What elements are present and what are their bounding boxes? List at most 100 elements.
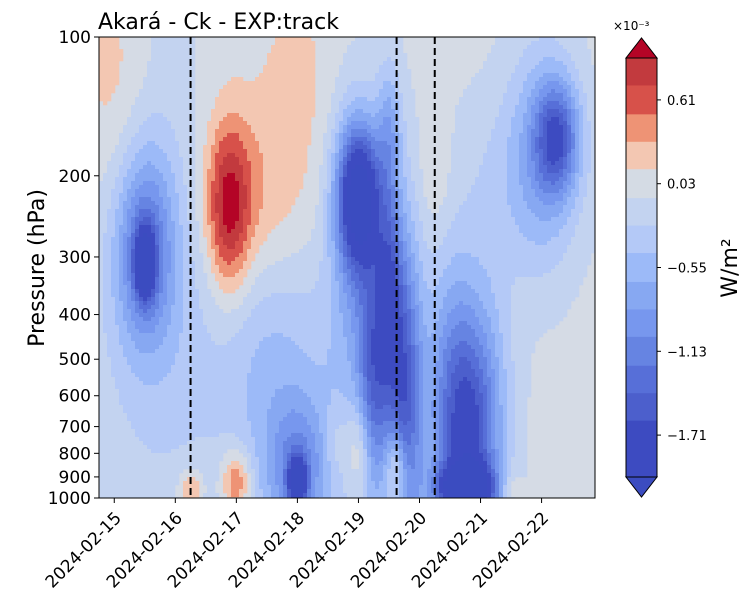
- contour-cell: [187, 225, 192, 230]
- contour-cell: [375, 209, 380, 214]
- contour-cell: [291, 49, 296, 54]
- contour-cell: [267, 185, 272, 190]
- contour-cell: [467, 213, 472, 218]
- contour-cell: [383, 117, 388, 122]
- contour-cell: [591, 129, 596, 134]
- contour-cell: [523, 221, 528, 226]
- contour-cell: [151, 101, 156, 106]
- contour-cell: [495, 161, 500, 166]
- contour-cell: [223, 213, 228, 218]
- contour-cell: [279, 37, 284, 42]
- contour-cell: [499, 125, 504, 130]
- contour-cell: [487, 77, 492, 82]
- contour-cell: [151, 129, 156, 134]
- contour-cell: [587, 137, 592, 142]
- contour-cell: [247, 133, 252, 138]
- contour-cell: [119, 145, 124, 150]
- contour-cell: [531, 125, 536, 130]
- contour-cell: [171, 133, 176, 138]
- contour-cell: [427, 209, 432, 214]
- contour-cell: [135, 133, 140, 138]
- contour-cell: [399, 41, 404, 46]
- contour-cell: [543, 225, 548, 230]
- contour-cell: [159, 105, 164, 110]
- contour-cell: [583, 93, 588, 98]
- contour-cell: [403, 57, 408, 62]
- contour-cell: [559, 185, 564, 190]
- contour-cell: [335, 109, 340, 114]
- contour-cell: [255, 101, 260, 106]
- contour-cell: [171, 121, 176, 126]
- contour-cell: [511, 165, 516, 170]
- contour-cell: [299, 41, 304, 46]
- contour-cell: [527, 121, 532, 126]
- contour-cell: [563, 169, 568, 174]
- contour-cell: [163, 77, 168, 82]
- contour-cell: [271, 101, 276, 106]
- contour-cell: [275, 81, 280, 86]
- contour-cell: [331, 101, 336, 106]
- contour-cell: [479, 81, 484, 86]
- contour-cell: [431, 237, 436, 242]
- contour-cell: [479, 233, 484, 238]
- contour-cell: [99, 53, 104, 58]
- contour-cell: [331, 169, 336, 174]
- contour-cell: [187, 77, 192, 82]
- contour-cell: [275, 69, 280, 74]
- contour-cell: [327, 229, 332, 234]
- contour-cell: [355, 117, 360, 122]
- contour-cell: [551, 109, 556, 114]
- contour-cell: [287, 157, 292, 162]
- contour-cell: [155, 133, 160, 138]
- contour-cell: [575, 133, 580, 138]
- contour-cell: [159, 101, 164, 106]
- contour-cell: [539, 225, 544, 230]
- contour-cell: [391, 233, 396, 238]
- contour-cell: [207, 133, 212, 138]
- contour-cell: [147, 101, 152, 106]
- contour-cell: [111, 77, 116, 82]
- contour-cell: [279, 53, 284, 58]
- contour-cell: [103, 37, 108, 42]
- contour-cell: [459, 105, 464, 110]
- contour-cell: [107, 173, 112, 178]
- contour-cell: [527, 117, 532, 122]
- contour-cell: [115, 161, 120, 166]
- contour-cell: [203, 157, 208, 162]
- contour-cell: [247, 169, 252, 174]
- contour-cell: [347, 101, 352, 106]
- contour-cell: [163, 209, 168, 214]
- contour-cell: [355, 169, 360, 174]
- contour-cell: [571, 121, 576, 126]
- contour-cell: [223, 201, 228, 206]
- contour-cell: [559, 209, 564, 214]
- contour-cell: [487, 229, 492, 234]
- contour-cell: [275, 221, 280, 226]
- contour-cell: [407, 149, 412, 154]
- contour-cell: [379, 129, 384, 134]
- contour-cell: [187, 41, 192, 46]
- contour-cell: [407, 85, 412, 90]
- contour-cell: [151, 193, 156, 198]
- contour-cell: [419, 217, 424, 222]
- contour-cell: [191, 97, 196, 102]
- contour-cell: [135, 177, 140, 182]
- contour-cell: [335, 205, 340, 210]
- contour-cell: [519, 229, 524, 234]
- contour-cell: [555, 69, 560, 74]
- contour-cell: [131, 121, 136, 126]
- contour-cell: [295, 89, 300, 94]
- contour-cell: [579, 165, 584, 170]
- contour-cell: [499, 37, 504, 42]
- contour-cell: [327, 145, 332, 150]
- contour-cell: [131, 145, 136, 150]
- contour-cell: [171, 149, 176, 154]
- contour-cell: [387, 181, 392, 186]
- contour-cell: [523, 117, 528, 122]
- contour-cell: [187, 141, 192, 146]
- contour-cell: [175, 233, 180, 238]
- contour-cell: [99, 229, 104, 234]
- contour-cell: [215, 205, 220, 210]
- contour-cell: [387, 105, 392, 110]
- contour-cell: [487, 125, 492, 130]
